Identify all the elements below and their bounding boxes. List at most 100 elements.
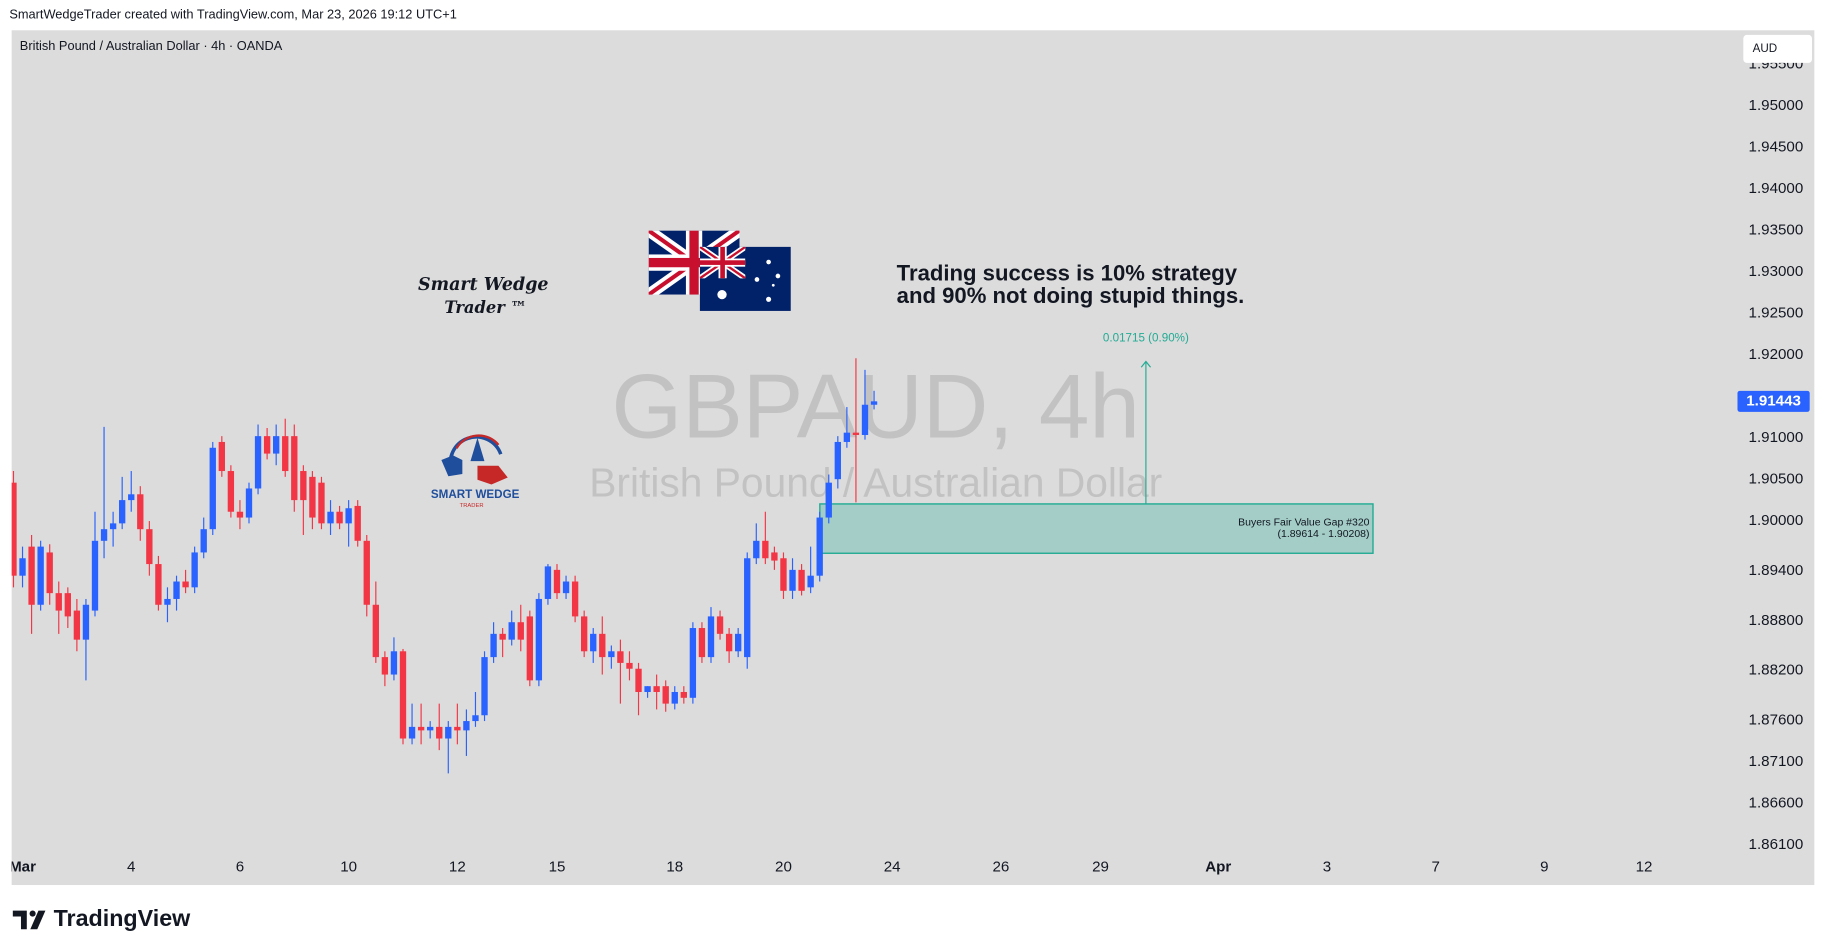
candle-body xyxy=(481,657,488,716)
candle-body xyxy=(19,558,26,576)
y-tick-label: 1.90000 xyxy=(1749,512,1804,529)
candle-body xyxy=(128,494,135,501)
candle-body xyxy=(427,726,434,731)
candle-body xyxy=(55,593,62,611)
candle-body xyxy=(28,546,35,605)
x-axis: Mar 4 6 10 12 15 18 20 24 26 29 Apr 3 7 9 12 xyxy=(9,850,1652,876)
x-tick-label: Mar xyxy=(9,859,36,876)
australia-flag xyxy=(699,246,791,311)
candle-body xyxy=(227,471,235,512)
candle-body xyxy=(499,633,506,640)
measure-arrowhead xyxy=(1140,360,1152,368)
candle-body xyxy=(399,651,407,739)
symbol-info: British Pound / Australian Dollar · 4h ·… xyxy=(20,38,283,53)
candle-body xyxy=(680,691,687,698)
y-tick-label: 1.94000 xyxy=(1749,180,1804,197)
candle-body xyxy=(725,633,733,652)
x-tick-label: 24 xyxy=(884,859,901,876)
x-tick-label: 15 xyxy=(549,859,566,876)
x-tick-label: 3 xyxy=(1323,859,1331,876)
candle-body xyxy=(490,633,497,658)
y-tick-label: 1.90500 xyxy=(1749,471,1804,488)
fvg-label: Buyers Fair Value Gap #320 xyxy=(1238,517,1369,528)
candle-body xyxy=(771,552,778,561)
candle-body xyxy=(37,546,44,605)
x-tick-label: 18 xyxy=(666,859,683,876)
candle-body xyxy=(218,441,225,472)
candle-body xyxy=(164,598,171,605)
candle-body xyxy=(300,471,307,501)
candle-body xyxy=(825,482,832,518)
candle-body xyxy=(544,566,552,599)
candle-body xyxy=(363,540,370,605)
candle-body xyxy=(789,569,796,591)
candle-body xyxy=(236,511,244,518)
logo-script-line: Trader ™ xyxy=(444,298,526,317)
logo-badge-text: SMART WEDGE xyxy=(431,488,520,501)
y-tick-label: 1.93500 xyxy=(1749,221,1804,238)
candle-body xyxy=(535,598,543,681)
candle-body xyxy=(417,726,425,731)
y-tick-label: 1.88800 xyxy=(1749,612,1804,629)
currency-box[interactable] xyxy=(1743,34,1813,63)
logo-script-line: Smart Wedge xyxy=(418,275,549,295)
x-tick-label: 6 xyxy=(236,859,244,876)
candle-body xyxy=(390,651,398,675)
candle-body xyxy=(318,482,325,524)
y-tick-label: 1.86600 xyxy=(1749,795,1804,812)
candle-body xyxy=(408,726,416,739)
candle-body xyxy=(345,508,352,524)
candle-body xyxy=(472,715,479,722)
candle-body xyxy=(816,517,823,576)
candle-body xyxy=(73,610,81,640)
quote-line: Trading success is 10% strategy xyxy=(897,261,1238,286)
candle-body xyxy=(698,628,706,658)
candle-body xyxy=(173,581,180,599)
candle-body xyxy=(617,651,624,663)
candle-body xyxy=(109,523,117,530)
watermark-title: GBPAUD, 4h xyxy=(612,356,1140,457)
candle-body xyxy=(843,432,851,442)
candle-body xyxy=(200,529,207,553)
x-tick-label: 29 xyxy=(1092,859,1109,876)
candle-body xyxy=(336,511,343,524)
candle-body xyxy=(254,436,262,489)
candle-body xyxy=(182,581,189,588)
candle-body xyxy=(861,404,869,435)
x-tick-label: 26 xyxy=(992,859,1009,876)
candle-body xyxy=(653,686,660,692)
candle-body xyxy=(716,616,724,634)
candle-body xyxy=(100,529,108,541)
candle-body xyxy=(762,540,769,559)
x-tick-label: 20 xyxy=(775,859,792,876)
y-tick-label: 1.88200 xyxy=(1749,662,1804,679)
candle-body xyxy=(671,691,678,704)
y-tick-label: 1.93000 xyxy=(1749,263,1804,280)
candle-body xyxy=(626,662,633,669)
candle-body xyxy=(309,476,316,518)
candle-body xyxy=(372,604,379,658)
candle-body xyxy=(581,616,588,652)
candle-body xyxy=(354,505,361,541)
candle-body xyxy=(562,581,570,594)
candle-body xyxy=(327,511,334,524)
candles xyxy=(11,358,878,774)
candle-body xyxy=(590,633,597,652)
candle-body xyxy=(744,558,751,658)
x-tick-label: 4 xyxy=(127,859,135,876)
currency-label[interactable]: AUD xyxy=(1753,42,1778,55)
candle-body xyxy=(644,686,651,692)
logo-badge-icon xyxy=(441,434,508,485)
candle-body xyxy=(82,604,90,640)
candle-body xyxy=(870,401,878,405)
x-tick-label: 9 xyxy=(1540,859,1548,876)
watermark-subtitle: British Pound / Australian Dollar xyxy=(589,459,1162,505)
candle-body xyxy=(91,540,99,611)
y-tick-label: 1.94500 xyxy=(1749,138,1804,155)
candle-body xyxy=(707,616,715,658)
chart-background xyxy=(11,30,1815,886)
y-axis: 1.955001.950001.945001.940001.935001.930… xyxy=(1732,55,1810,853)
x-tick-label: 7 xyxy=(1431,859,1439,876)
